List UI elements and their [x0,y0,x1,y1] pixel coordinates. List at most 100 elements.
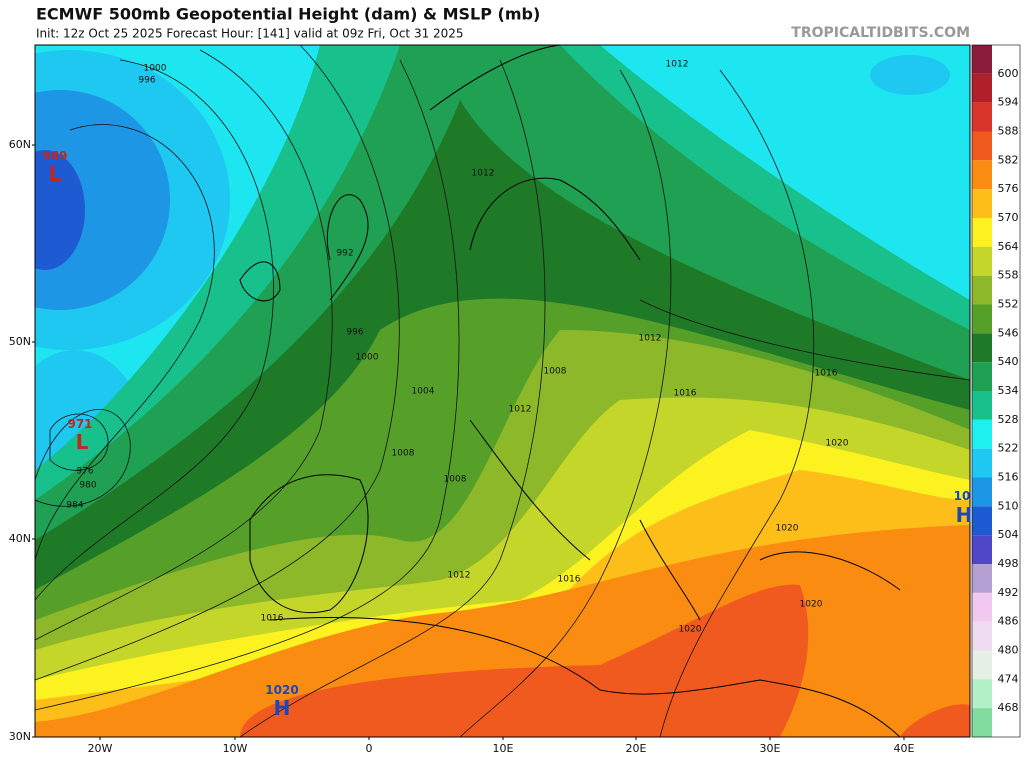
colorbar-label: 468 [998,701,1019,714]
center-value: 969 [42,149,67,163]
center-symbol: L [49,162,62,186]
colorbar-frame [971,44,1021,738]
map-area [35,45,970,737]
colorbar-segment [972,160,992,190]
lon-label: 10E [493,742,514,755]
subtitle: Init: 12z Oct 25 2025 Forecast Hour: [14… [36,27,464,41]
isobar-label: 992 [336,249,353,259]
isobars [35,45,970,737]
colorbar-label: 570 [998,211,1019,224]
isobar-label: 1012 [448,571,471,581]
isobar-label: 984 [66,501,83,511]
colorbar-label: 498 [998,557,1019,570]
colorbar-label: 600 [998,67,1019,80]
lon-label: 30E [760,742,781,755]
isobar-label: 1016 [558,575,581,585]
center-symbol: H [274,696,291,720]
colorbar-label: 474 [998,672,1019,685]
lat-label: 60N [9,138,31,151]
colorbar-label: 522 [998,442,1019,455]
band [870,55,950,95]
colorbar-segment [972,679,992,709]
isobar-label: 1008 [544,367,567,377]
colorbar-segment [972,275,992,305]
lon-label: 20W [88,742,113,755]
colorbar-segment [972,708,992,737]
isobar-labels: 1000 996 992 996 1000 1004 1008 1008 101… [66,60,848,635]
colorbar-segment [972,506,992,536]
colorbar-segment [972,564,992,593]
center-value: 1020 [265,683,298,697]
isobar-label: 1016 [815,369,838,379]
colorbar-label: 504 [998,528,1019,541]
isobar-label: 1016 [674,389,697,399]
colorbar-segment [972,131,992,161]
colorbar-label: 528 [998,413,1019,426]
colorbar: 600 594 588 582 576 570 564 558 552 546 540 534 528 5… [971,44,1021,738]
isobar-label: 1020 [826,439,849,449]
colorbar-label: 540 [998,355,1019,368]
colorbar-segment [972,218,992,247]
center-symbol: H [956,503,973,527]
title: ECMWF 500mb Geopotential Height (dam) & … [36,5,540,24]
colorbar-segment [972,448,992,478]
colorbar-label: 492 [998,586,1019,599]
lon-label: 40E [894,742,915,755]
colorbar-label: 534 [998,384,1019,397]
isobar-label: 1008 [444,475,467,485]
center-value: 971 [67,417,92,431]
colorbar-label: 594 [998,96,1019,109]
colorbar-segment [972,592,992,622]
lat-label: 50N [9,335,31,348]
isobar-label: 1012 [509,405,532,415]
colorbar-segment [972,650,992,680]
colorbar-segment [972,189,992,218]
lon-label: 10W [223,742,248,755]
credit: TROPICALTIDBITS.COM [791,25,970,41]
isobar-label: 980 [79,481,96,491]
colorbar-label: 486 [998,615,1019,628]
colorbar-segment [972,419,992,449]
lon-label: 0 [366,742,373,755]
isobar-label: 1008 [392,449,415,459]
isobar-label: 1004 [412,387,435,397]
lat-label: 40N [9,532,31,545]
colorbar-segment [972,391,992,420]
center-value: 10 [954,489,971,503]
band [900,704,970,737]
isobar-label: 996 [346,328,363,338]
colorbar-label: 516 [998,471,1019,484]
band [35,150,85,270]
colorbar-label: 480 [998,644,1019,657]
lat-label: 30N [9,730,31,743]
isobar-label: 1020 [679,625,702,635]
lon-label: 20E [626,742,647,755]
colorbar-segment [972,73,992,103]
colorbar-label: 582 [998,153,1019,166]
isobar-label: 1012 [666,60,689,70]
colorbar-segment [972,304,992,334]
colorbar-segment [972,45,992,74]
isobar-label: 996 [138,76,155,86]
colorbar-segment [972,333,992,363]
band [240,584,809,737]
pressure-centers: 969 L 971 L 1020 H 10 H [42,149,972,720]
colorbar-label: 576 [998,182,1019,195]
isobar-label: 1000 [144,64,167,74]
colorbar-segment [972,535,992,564]
colorbar-segment [972,362,992,391]
coastlines [239,45,901,737]
isobar-label: 1000 [356,353,379,363]
colorbar-label: 564 [998,240,1019,253]
isobar-label: 1012 [472,169,495,179]
axes: 60N 50N 40N 30N 20W 10W 0 10E 20E 30E 40E [9,138,915,755]
colorbar-segment [972,621,992,651]
colorbar-label: 546 [998,326,1019,339]
isobar-label: 1020 [776,524,799,534]
colorbar-segment [972,102,992,132]
colorbar-label: 588 [998,125,1019,138]
colorbar-label: 510 [998,499,1019,512]
isobar-label: 1020 [800,600,823,610]
